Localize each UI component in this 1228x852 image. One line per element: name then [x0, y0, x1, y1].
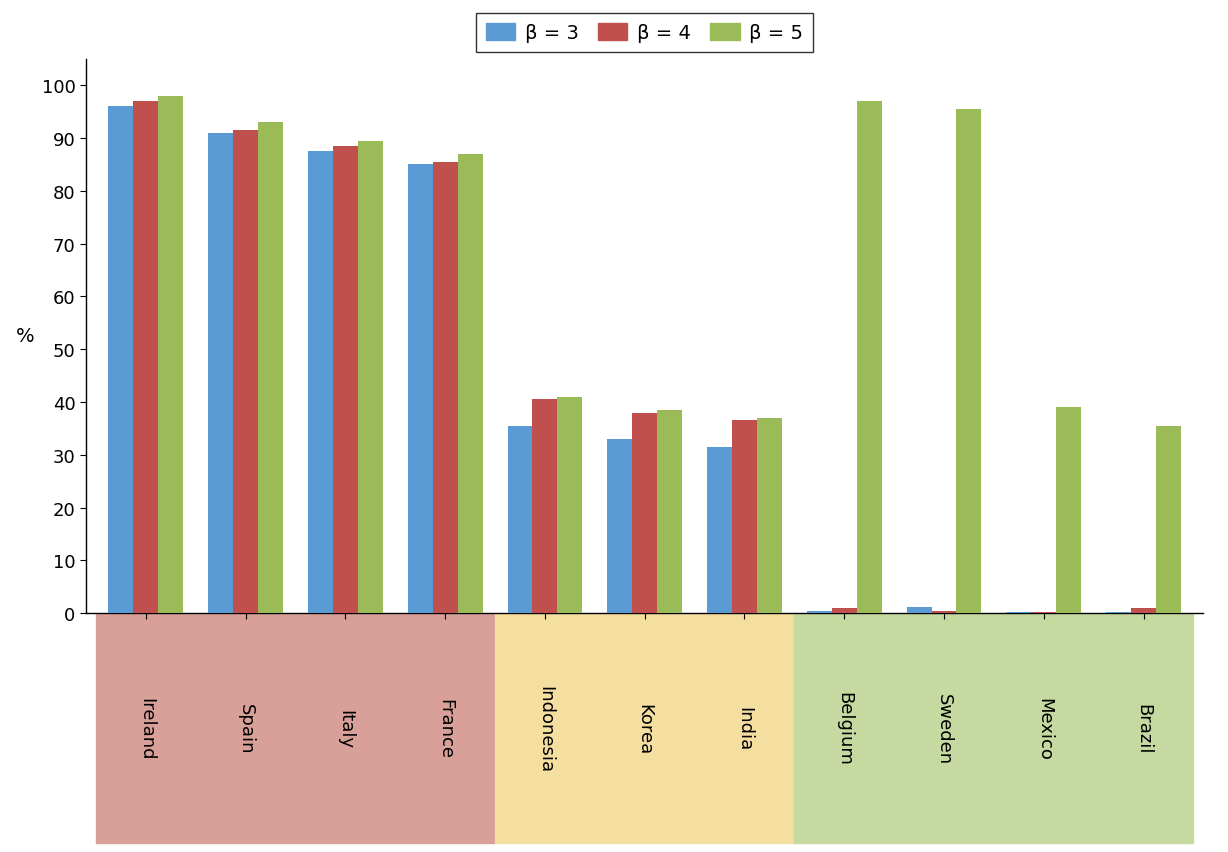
Bar	[1131, 608, 1156, 613]
Bar	[158, 96, 183, 613]
Bar	[357, 141, 383, 613]
Bar	[558, 397, 582, 613]
Bar	[408, 165, 432, 613]
Bar	[707, 447, 732, 613]
Text: Mexico: Mexico	[1035, 697, 1052, 760]
Text: Brazil: Brazil	[1135, 703, 1153, 754]
Bar	[1106, 612, 1131, 613]
Bar	[807, 611, 831, 613]
Bar	[258, 123, 282, 613]
Bar	[632, 413, 657, 613]
Bar	[857, 102, 882, 613]
Text: Belgium: Belgium	[835, 692, 853, 765]
Bar	[608, 440, 632, 613]
Bar	[333, 147, 357, 613]
Text: Korea: Korea	[636, 703, 653, 754]
Bar	[1056, 408, 1081, 613]
Bar	[209, 134, 233, 613]
Bar	[957, 110, 981, 613]
Bar	[1007, 612, 1032, 613]
Bar	[756, 418, 782, 613]
Bar	[1032, 612, 1056, 613]
Bar	[1156, 426, 1181, 613]
Text: Spain: Spain	[237, 703, 254, 754]
Text: Indonesia: Indonesia	[535, 685, 554, 772]
Bar	[831, 608, 857, 613]
Bar	[732, 421, 756, 613]
Bar	[657, 411, 682, 613]
Text: Italy: Italy	[336, 709, 355, 748]
Bar	[906, 607, 932, 613]
Bar	[233, 131, 258, 613]
Bar	[134, 102, 158, 613]
Legend: β = 3, β = 4, β = 5: β = 3, β = 4, β = 5	[476, 14, 813, 53]
Bar	[533, 400, 558, 613]
Bar	[458, 154, 483, 613]
Bar	[432, 163, 458, 613]
Y-axis label: %: %	[16, 327, 34, 346]
Text: Sweden: Sweden	[935, 693, 953, 764]
Text: India: India	[736, 706, 754, 751]
Text: France: France	[436, 699, 454, 758]
Bar	[507, 426, 533, 613]
Bar	[108, 107, 134, 613]
Bar	[308, 152, 333, 613]
Bar	[932, 611, 957, 613]
Text: Ireland: Ireland	[136, 697, 155, 760]
